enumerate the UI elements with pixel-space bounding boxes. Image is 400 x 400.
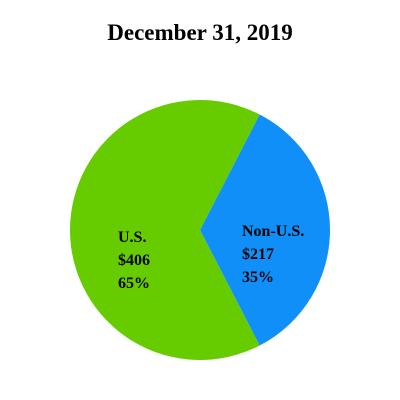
slice-value-us: $406 <box>118 252 150 269</box>
chart-title: December 31, 2019 <box>107 20 292 45</box>
slice-percent-non-us: 35% <box>242 269 274 286</box>
slice-label-us: U.S. $406 65% <box>118 229 150 292</box>
pie-slices <box>69 99 330 360</box>
slice-name-non-us: Non-U.S. <box>242 223 304 240</box>
slice-percent-us: 65% <box>118 275 150 292</box>
pie-slice-us <box>69 99 260 360</box>
slice-value-non-us: $217 <box>242 246 274 263</box>
pie-slice-non-us <box>200 114 330 346</box>
slice-name-us: U.S. <box>118 229 146 246</box>
slice-label-non-us: Non-U.S. $217 35% <box>242 223 304 286</box>
